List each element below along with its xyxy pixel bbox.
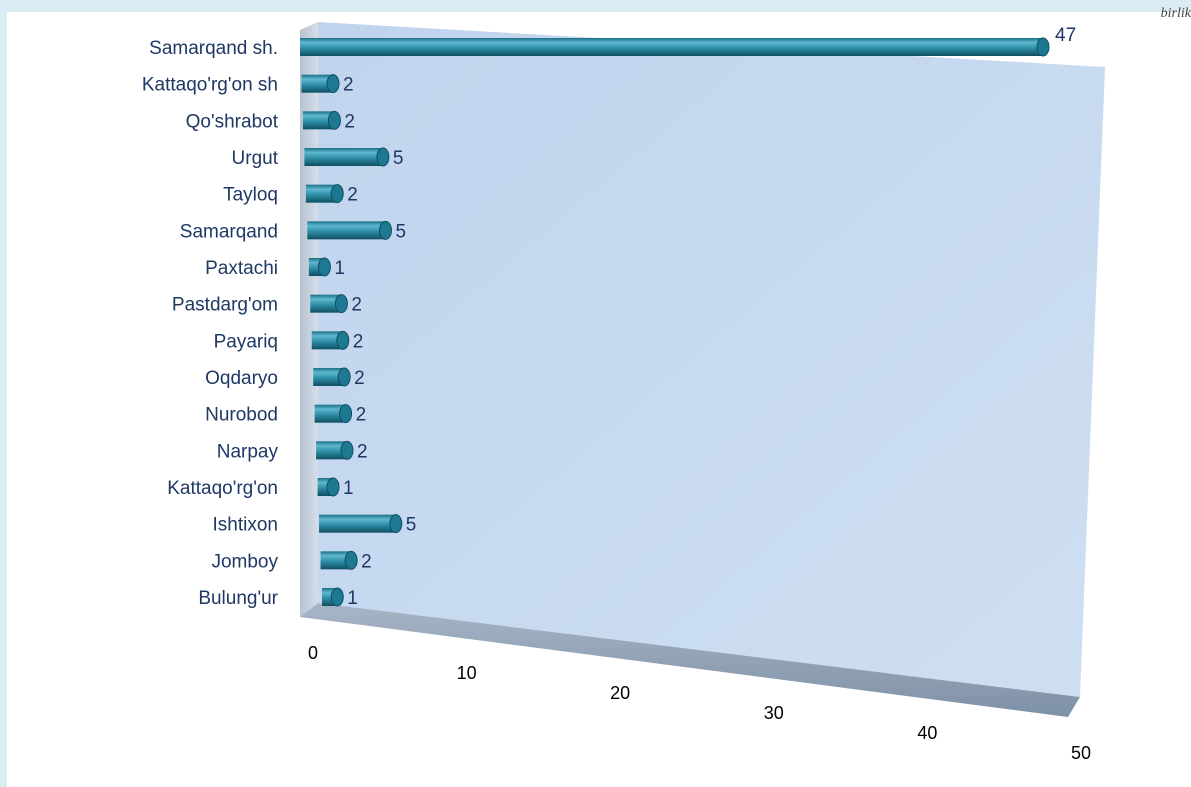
x-tick-label: 40 xyxy=(917,723,937,743)
value-label: 2 xyxy=(351,295,362,316)
category-label: Kattaqo'rg'on sh xyxy=(142,75,278,96)
value-label: 2 xyxy=(344,111,355,132)
bar-cap xyxy=(326,74,340,94)
category-label: Pastdarg'om xyxy=(172,295,278,316)
value-label: 1 xyxy=(347,588,358,609)
category-label: Qo'shrabot xyxy=(186,111,279,132)
bar xyxy=(311,331,343,350)
x-tick-label: 50 xyxy=(1071,743,1091,763)
category-label: Payariq xyxy=(214,331,278,352)
value-label: 5 xyxy=(406,515,417,536)
category-label: Urgut xyxy=(232,148,279,169)
bar-cap xyxy=(389,514,403,534)
category-label: Narpay xyxy=(217,441,279,462)
bar xyxy=(305,184,338,203)
x-tick-label: 10 xyxy=(457,663,477,683)
category-label: Bulung'ur xyxy=(198,588,278,609)
category-label: Samarqand sh. xyxy=(149,38,278,59)
bar xyxy=(316,441,347,460)
category-label: Samarqand xyxy=(180,221,278,242)
value-label: 2 xyxy=(353,331,364,352)
category-label: Oqdaryo xyxy=(205,368,278,389)
category-label: Paxtachi xyxy=(205,258,278,279)
bar xyxy=(301,74,334,93)
bar-cap xyxy=(378,220,392,240)
chart-frame: birlik Samarqand sh. 47 Kattaqo'rg'on xyxy=(7,6,1191,787)
bar xyxy=(314,404,346,423)
value-label: 2 xyxy=(354,368,365,389)
bar-cap xyxy=(336,330,350,350)
value-label: 2 xyxy=(357,441,368,462)
bar xyxy=(313,368,345,386)
bar-cap xyxy=(327,110,341,130)
x-tick-label: 30 xyxy=(764,703,784,723)
floor xyxy=(300,603,1080,717)
bar-cap xyxy=(317,257,331,277)
bar xyxy=(304,148,383,166)
bar-cap xyxy=(326,477,340,497)
bar-cap xyxy=(334,294,348,314)
bar xyxy=(320,551,352,570)
x-tick-label: 20 xyxy=(610,683,630,703)
value-label: 5 xyxy=(393,148,404,169)
bar xyxy=(300,38,1043,56)
bar-cap xyxy=(330,184,344,204)
bar-cap xyxy=(376,147,390,167)
value-label: 47 xyxy=(1055,25,1076,46)
category-label: Kattaqo'rg'on xyxy=(167,478,278,499)
bar-cap xyxy=(339,404,353,424)
bar-cap xyxy=(337,367,351,387)
bar xyxy=(310,294,342,313)
bar-cap xyxy=(1036,37,1050,57)
value-label: 5 xyxy=(395,221,406,242)
bar xyxy=(307,221,386,240)
corner-note: birlik xyxy=(1160,6,1191,21)
back-wall xyxy=(318,22,1105,697)
category-label: Ishtixon xyxy=(213,515,278,536)
bar-cap xyxy=(330,587,344,607)
value-label: 1 xyxy=(334,258,345,279)
bar xyxy=(319,514,396,533)
category-label: Tayloq xyxy=(223,185,278,206)
bar xyxy=(302,111,335,130)
value-label: 1 xyxy=(343,478,354,499)
side-wall xyxy=(300,22,318,617)
value-label: 2 xyxy=(356,405,367,426)
bar-cap xyxy=(340,440,354,460)
value-label: 2 xyxy=(361,551,372,572)
bar-cap xyxy=(344,550,358,570)
x-tick-label: 0 xyxy=(308,643,318,663)
category-label: Jomboy xyxy=(211,551,278,572)
category-label: Nurobod xyxy=(205,405,278,426)
value-label: 2 xyxy=(347,185,358,206)
value-label: 2 xyxy=(343,75,354,96)
bar-chart: Samarqand sh. 47 Kattaqo'rg'on sh 2 Qo'shrab… xyxy=(142,22,1105,763)
